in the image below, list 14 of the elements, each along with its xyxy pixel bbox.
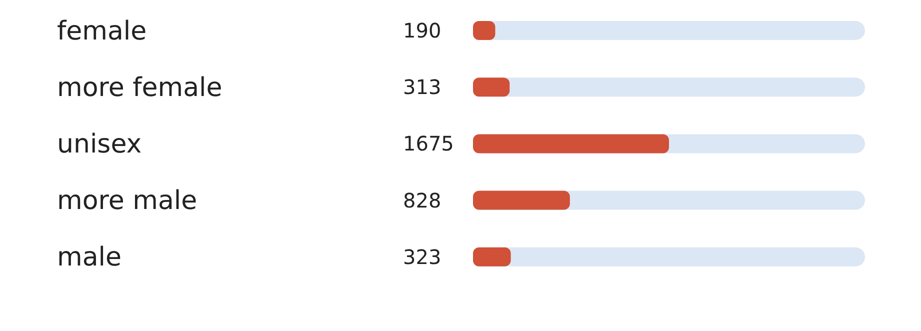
y-tick-label: more male xyxy=(57,186,198,216)
data-label: 1675 xyxy=(403,132,454,156)
data-label: 190 xyxy=(403,18,442,42)
y-tick-label: more female xyxy=(57,72,222,103)
bar xyxy=(473,190,570,210)
y-tick-label: male xyxy=(57,242,122,273)
y-tick-label: unisex xyxy=(57,130,142,160)
bar xyxy=(473,21,496,40)
bar xyxy=(473,78,510,97)
data-label: 828 xyxy=(403,188,442,212)
data-label: 323 xyxy=(403,244,442,269)
bar xyxy=(473,247,511,266)
data-label: 313 xyxy=(403,75,442,100)
y-tick-label: female xyxy=(57,16,147,46)
